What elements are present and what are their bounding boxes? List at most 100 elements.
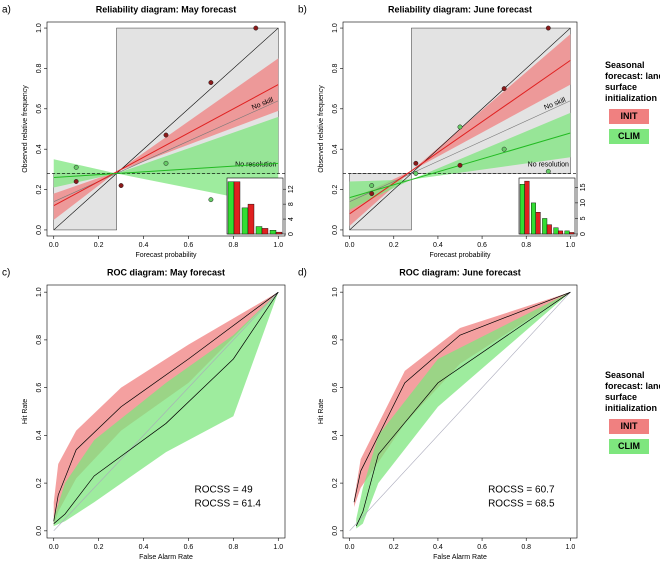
roc-line — [53, 291, 279, 524]
y-tick-label: 0.4 — [332, 430, 339, 440]
x-axis-label: False Alarm Rate — [433, 554, 487, 561]
y-axis-label: Hit Rate — [318, 399, 325, 424]
inset-tick-label: 10 — [580, 199, 587, 207]
point — [163, 132, 169, 138]
x-tick-label: 0.2 — [94, 544, 104, 551]
point — [208, 80, 214, 86]
inset-tick-label: 4 — [288, 217, 295, 221]
y-tick-label: 0.8 — [36, 335, 43, 345]
inset-tick-label: 5 — [580, 216, 587, 220]
roc-line — [353, 291, 571, 503]
histogram-bar — [553, 227, 559, 235]
y-tick-label: 0.2 — [36, 478, 43, 488]
confidence-band — [356, 292, 571, 529]
y-tick-label: 0.6 — [36, 104, 43, 114]
point — [73, 164, 79, 170]
legend: Seasonal forecast: land surface initiali… — [605, 60, 660, 144]
x-tick-label: 0.8 — [228, 544, 238, 551]
histogram-bar — [531, 202, 537, 235]
point — [163, 160, 169, 166]
y-tick-label: 1.0 — [36, 287, 43, 297]
legend: Seasonal forecast: land surface initiali… — [605, 370, 660, 454]
legend-entry: INIT — [609, 109, 649, 124]
x-tick-label: 0.2 — [389, 544, 399, 551]
diagonal — [53, 27, 279, 231]
x-tick-label: 0.0 — [345, 242, 355, 249]
histogram-bar — [535, 212, 541, 235]
y-tick-label: 0.2 — [36, 185, 43, 195]
confidence-band — [349, 34, 571, 226]
fit-line — [53, 84, 279, 207]
chart-title: ROC diagram: May forecast — [107, 267, 225, 277]
point — [413, 170, 419, 176]
no-skill-line — [349, 100, 571, 202]
x-tick-label: 0.0 — [49, 544, 59, 551]
x-tick-label: 0.8 — [521, 242, 531, 249]
fit-line — [53, 162, 279, 178]
y-tick-label: 0.2 — [332, 478, 339, 488]
x-tick-label: 0.8 — [521, 544, 531, 551]
y-tick-label: 1.0 — [332, 287, 339, 297]
y-tick-label: 0.0 — [332, 225, 339, 235]
y-axis-label: Hit Rate — [22, 399, 29, 424]
y-tick-label: 0.0 — [36, 526, 43, 536]
confidence-band — [53, 292, 279, 527]
histogram-bar — [542, 218, 548, 235]
histogram-bar — [241, 207, 249, 235]
histogram-bar — [558, 230, 564, 235]
histogram-bar — [255, 226, 263, 235]
legend-title: Seasonal forecast: land surface initiali… — [605, 60, 660, 103]
point — [501, 86, 507, 92]
y-tick-label: 0.4 — [36, 430, 43, 440]
x-tick-label: 0.2 — [389, 242, 399, 249]
annotation: ROCSS = 60.7 — [488, 485, 555, 496]
histogram-bar — [227, 181, 235, 235]
y-tick-label: 0.0 — [36, 225, 43, 235]
inset-tick-label: 15 — [580, 183, 587, 191]
panel-label: b) — [298, 5, 307, 16]
histogram-bar — [524, 180, 530, 235]
y-axis-label: Observed relative frequency — [22, 85, 29, 173]
x-tick-label: 0.6 — [184, 242, 194, 249]
x-tick-label: 0.4 — [433, 242, 443, 249]
point — [369, 191, 375, 197]
point — [545, 25, 551, 31]
annotation: ROCSS = 68.5 — [488, 499, 555, 510]
diagonal — [53, 291, 279, 532]
confidence-band — [349, 112, 571, 210]
histogram-bar — [247, 203, 255, 235]
point — [253, 25, 259, 31]
legend-entry: CLIM — [609, 129, 649, 144]
y-tick-label: 0.6 — [36, 383, 43, 393]
x-tick-label: 0.8 — [228, 242, 238, 249]
point — [457, 124, 463, 130]
point — [457, 162, 463, 168]
point — [501, 146, 507, 152]
x-tick-label: 0.0 — [345, 544, 355, 551]
x-tick-label: 1.0 — [566, 544, 576, 551]
y-tick-label: 0.6 — [332, 383, 339, 393]
x-tick-label: 1.0 — [273, 242, 283, 249]
confidence-band — [53, 292, 279, 527]
x-tick-label: 0.0 — [49, 242, 59, 249]
inset-tick-label: 12 — [288, 185, 295, 193]
chart-title: Reliability diagram: June forecast — [388, 4, 532, 14]
histogram-bar — [261, 228, 269, 235]
histogram-bar — [269, 230, 277, 235]
histogram-bar — [275, 231, 283, 235]
histogram-bar — [564, 230, 570, 235]
point — [545, 168, 551, 174]
y-tick-label: 0.6 — [332, 104, 339, 114]
roc-line — [355, 291, 571, 527]
point — [369, 183, 375, 188]
chart-title: Reliability diagram: May forecast — [96, 4, 237, 14]
y-tick-label: 0.8 — [332, 335, 339, 345]
confidence-band — [354, 292, 571, 507]
no-resolution-label: No resolution — [528, 161, 569, 168]
roc-line — [53, 291, 279, 522]
confidence-band — [53, 58, 279, 220]
y-tick-label: 0.8 — [332, 63, 339, 73]
fit-line — [349, 59, 571, 215]
